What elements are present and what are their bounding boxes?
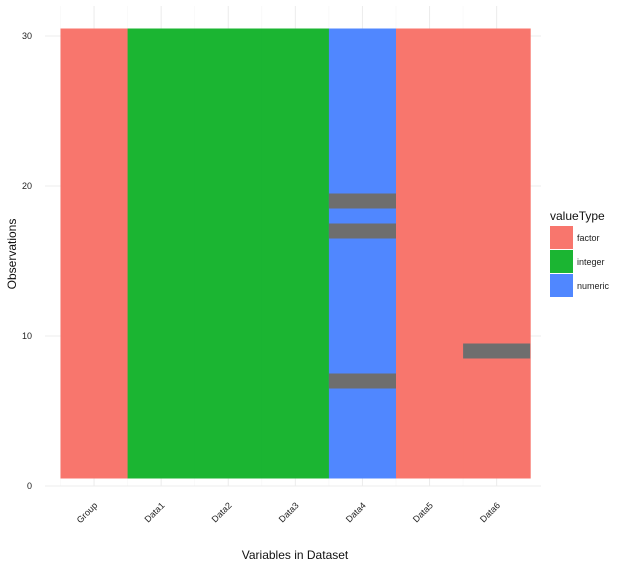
heatmap-cells	[60, 28, 531, 479]
x-axis-ticks: Group Data1 Data2 Data3 Data4 Data5 Data6	[75, 500, 502, 525]
y-axis-title: Observations	[5, 219, 19, 290]
missing-cell-data6	[463, 343, 531, 359]
missing-cell-data4	[328, 193, 396, 209]
x-tick-label: Data4	[344, 500, 368, 524]
y-tick-label: 20	[22, 181, 32, 191]
legend-key-factor	[550, 226, 573, 249]
column-data3	[261, 28, 330, 479]
column-group	[60, 28, 129, 479]
x-tick-label: Data1	[143, 500, 167, 524]
column-data4	[328, 28, 397, 479]
legend-items: factor integer numeric	[550, 226, 610, 297]
x-axis-title: Variables in Dataset	[242, 548, 349, 562]
legend-key-numeric	[550, 274, 573, 297]
column-data1	[127, 28, 196, 479]
y-tick-label: 10	[22, 331, 32, 341]
missing-cell-data4	[328, 373, 396, 389]
y-tick-label: 0	[27, 481, 32, 491]
legend-label-integer: integer	[577, 257, 605, 267]
y-tick-label: 30	[22, 31, 32, 41]
legend: valueType factor integer numeric	[550, 209, 610, 297]
missing-cell-data4	[328, 223, 396, 239]
x-tick-label: Data2	[210, 500, 234, 524]
legend-title: valueType	[550, 209, 605, 223]
column-data5	[396, 28, 464, 479]
x-tick-label: Data3	[277, 500, 301, 524]
y-axis-ticks: 0 10 20 30	[22, 31, 32, 491]
column-data6	[463, 28, 531, 479]
x-tick-label: Group	[75, 500, 100, 525]
x-tick-label: Data5	[411, 500, 435, 524]
legend-label-factor: factor	[577, 233, 600, 243]
legend-label-numeric: numeric	[577, 281, 610, 291]
column-data2	[194, 28, 263, 479]
legend-key-integer	[550, 250, 573, 273]
x-tick-label: Data6	[478, 500, 502, 524]
